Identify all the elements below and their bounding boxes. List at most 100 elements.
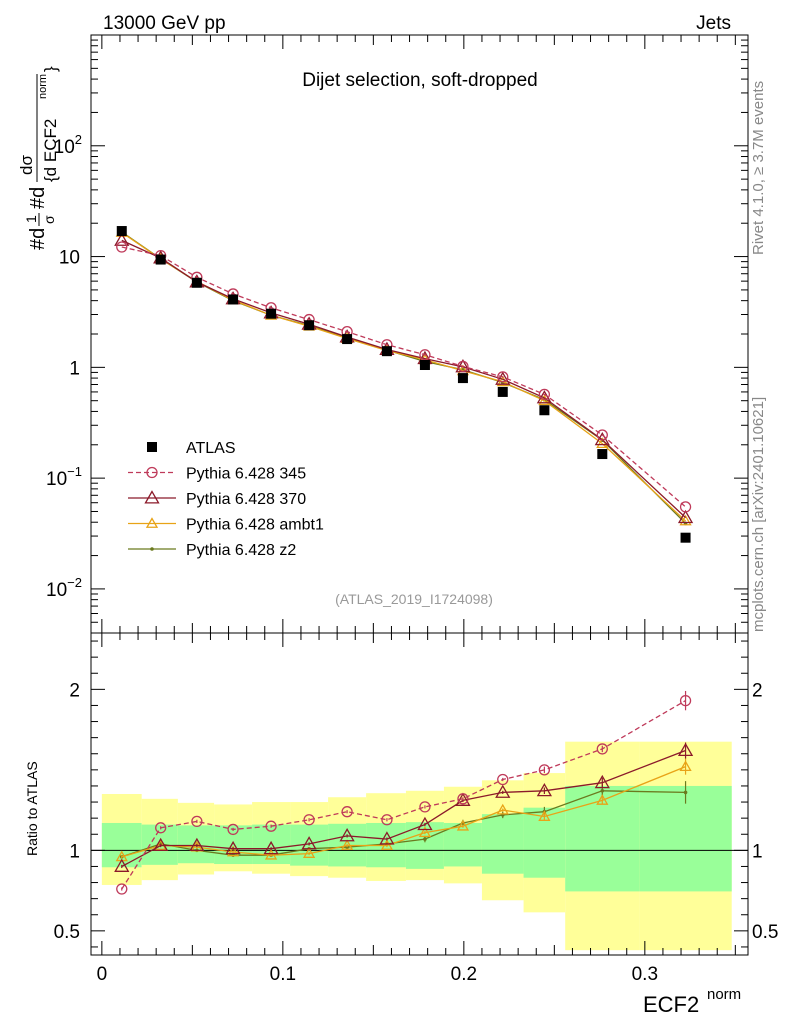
main-marker-3-13 [679,514,692,526]
y-label-part-c: σ [41,215,57,224]
ratio-marker-0-3 [227,823,239,836]
ratio-marker-1-7 [379,831,395,845]
main-marker-1-8 [419,349,431,361]
inner-band-4 [252,824,291,865]
x-tick-label-3: 0.3 [632,964,658,985]
ratio-marker-1-8 [417,816,433,831]
ratio-series-layer [114,690,694,895]
analysis-id: (ATLAS_2019_I1724098) [335,591,493,607]
main-axes-layer: 10−2 10−1 1 10 102 [46,35,748,633]
ratio-marker-2-11 [538,810,551,821]
legend-label-0: ATLAS [186,440,236,457]
ratio-marker-1-5 [301,836,317,850]
y-label-part-a: #d [27,228,49,250]
x-label-main: ECF2 [643,992,699,1017]
ratio-marker-2-12 [596,794,609,805]
ratio-marker-2-10 [496,803,509,815]
main-marker-0-13 [680,532,691,543]
main-marker-0-7 [381,346,392,357]
ratio-marker-2-13 [679,760,692,772]
main-series-layer [114,226,694,543]
main-marker-2-13 [677,509,694,524]
main-marker-0-3 [228,294,239,305]
ratio-marker-0-5 [303,814,315,826]
process-label: Jets [696,13,731,34]
main-marker-0-6 [342,334,353,345]
ratio-marker-1-11 [536,782,553,797]
inner-band-10 [481,814,524,874]
ratio-marker-0-11 [538,764,551,776]
ratio-ytick-label-1: 1 [69,841,80,862]
x-axis-title: ECF2 norm [643,986,741,1017]
x-tick-labels: 0 0.1 0.2 0.3 [97,964,658,985]
ratio-marker-0-12 [596,743,608,755]
ratio-ytick-label-right-1: 1 [752,841,763,862]
x-tick-label-0: 0 [97,964,108,985]
ratio-marker-2-5 [302,847,316,858]
main-ytick-label-1: 10−1 [46,464,82,490]
y-label-part-d: #d [27,187,49,209]
legend-label-1: Pythia 6.428 345 [186,466,306,483]
ratio-ytick-label-2: 2 [69,680,80,701]
rivet-version-label: Rivet 4.1.0, ≥ 3.7M events [750,81,767,255]
main-marker-0-4 [266,308,277,319]
main-marker-1-0 [116,241,128,253]
ratio-marker-1-4 [263,840,279,855]
svg-text:#d: #d [27,228,49,250]
ratio-ytick-label-0: 0.5 [54,922,80,943]
ratio-marker-3-12 [600,788,605,793]
main-marker-2-0 [114,232,130,246]
main-marker-1-11 [538,388,551,401]
ratio-marker-0-9 [457,793,469,805]
x-tick-label-1: 0.1 [270,964,296,985]
ratio-marker-1-3 [225,840,241,855]
legend-label-4: Pythia 6.428 z2 [186,542,296,559]
main-marker-0-0 [116,226,127,237]
mcplots-label: mcplots.cern.ch [arXiv:2401.10621] [750,397,767,632]
legend-marker-0 [147,442,157,452]
ratio-marker-0-10 [497,773,509,786]
ratio-marker-0-8 [419,801,431,813]
main-y-label: #d 1 σ #d dσ {d ECF2 norm } [17,66,60,250]
ratio-marker-1-1 [153,837,169,852]
main-line-1 [121,246,687,508]
ratio-marker-0-1 [155,822,167,834]
ratio-marker-3-13 [683,790,688,795]
ratio-marker-1-10 [495,784,511,798]
main-marker-0-11 [539,405,550,416]
ratio-marker-0-7 [381,814,393,826]
main-marker-0-5 [304,320,315,331]
ratio-frame [90,632,749,956]
ratio-marker-2-3 [226,845,240,857]
legend-marker-1 [146,466,158,479]
main-panel: 10−2 10−1 1 10 102 Dijet selection, soft-dro… [46,34,749,634]
main-marker-2-10 [495,371,511,385]
main-marker-2-11 [536,390,553,404]
ratio-marker-1-13 [677,742,694,757]
legend-marker-4 [150,547,154,551]
y-label-part-b: 1 [23,215,39,223]
ratio-marker-0-6 [341,806,353,818]
y-label-part-h: } [41,66,60,72]
ratio-marker-2-7 [380,839,394,850]
main-ytick-label-0: 10−2 [46,575,82,601]
ratio-axes-layer: 0.5 0.5 1 1 2 2 [54,633,778,955]
main-marker-0-9 [457,373,468,384]
energy-label: 13000 GeV pp [103,13,226,34]
ratio-marker-0-13 [679,694,692,707]
y-label-part-g: norm [37,74,49,99]
ratio-marker-0-0 [116,883,128,895]
ratio-marker-2-8 [418,826,432,838]
ratio-marker-2-9 [456,819,470,831]
legend: ATLAS Pythia 6.428 345 Pythia 6.428 370 Pyt… [128,440,324,559]
main-marker-0-10 [497,386,508,397]
main-marker-0-1 [155,254,166,265]
ratio-ytick-label-right-0: 0.5 [752,922,778,943]
main-marker-1-10 [497,371,509,383]
legend-label-3: Pythia 6.428 ambt1 [186,517,324,534]
main-marker-1-9 [457,360,469,373]
main-marker-0-2 [191,277,202,288]
ratio-uncertainty-bands [101,741,732,951]
ratio-panel: 0.5 0.5 1 1 2 2 [54,632,778,956]
ratio-marker-0-4 [265,820,277,832]
